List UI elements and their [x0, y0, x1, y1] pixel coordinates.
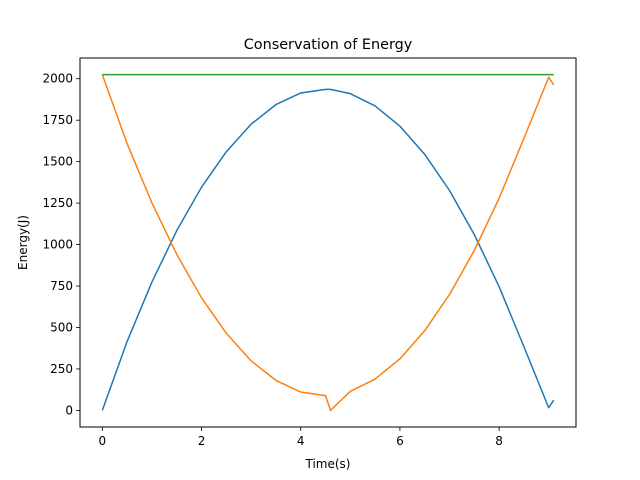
x-tick-label: 6: [396, 434, 404, 448]
y-tick-label: 1000: [42, 238, 73, 252]
x-tick-label: 0: [98, 434, 106, 448]
x-tick-label: 4: [297, 434, 305, 448]
y-tick-label: 0: [65, 403, 73, 417]
series-line-2: [101, 74, 555, 412]
chart-title: Conservation of Energy: [244, 37, 413, 53]
y-tick-label: 750: [50, 279, 73, 293]
y-axis-title: Energy(J): [16, 215, 30, 270]
series-line-1: [101, 88, 555, 411]
y-tick-label: 1750: [42, 113, 73, 127]
y-axis: 0 250 500 750 1000 1250 1500 1750 2000: [42, 72, 80, 417]
y-tick-label: 250: [50, 362, 73, 376]
x-axis: 0 2 4 6 8: [98, 427, 503, 448]
axes-frame: [79, 57, 577, 428]
y-tick-label: 500: [50, 320, 73, 334]
y-tick-label: 2000: [42, 72, 73, 86]
x-tick-label: 2: [198, 434, 206, 448]
x-tick-label: 8: [495, 434, 503, 448]
x-axis-title: Time(s): [305, 457, 351, 471]
plot-area: [101, 73, 555, 412]
y-tick-label: 1500: [42, 155, 73, 169]
y-tick-label: 1250: [42, 196, 73, 210]
